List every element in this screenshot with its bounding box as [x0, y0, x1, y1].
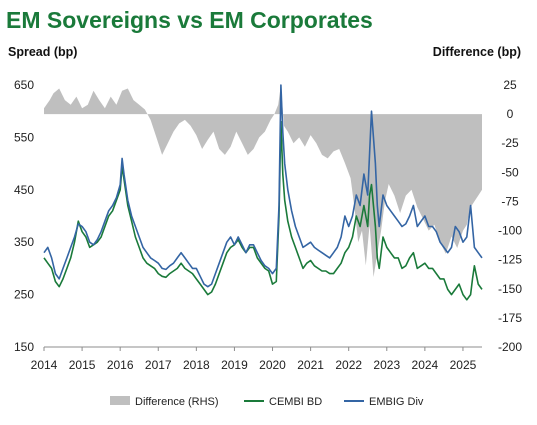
left-y-tick-label: 550 — [14, 130, 34, 144]
right-y-axis: -200 -175 -150 -125 -100 -75 -50 -25 0 25 — [498, 78, 522, 354]
series-embig-line — [43, 84, 483, 288]
right-axis-title: Difference (bp) — [433, 45, 521, 59]
right-y-tick-label: 0 — [507, 107, 514, 121]
left-y-tick-label: 150 — [14, 340, 34, 354]
right-y-tick-label: -25 — [501, 136, 519, 150]
legend: Difference (RHS) CEMBI BD EMBIG Div — [110, 396, 424, 408]
right-y-tick-label: -75 — [501, 194, 519, 208]
right-y-tick-label: 25 — [503, 78, 517, 92]
left-y-axis: 150 250 350 450 550 650 — [14, 78, 34, 354]
right-y-tick-label: -150 — [498, 282, 522, 296]
legend-label-difference: Difference (RHS) — [135, 396, 219, 408]
legend-label-embig: EMBIG Div — [369, 396, 424, 408]
x-tick-label: 2024 — [412, 358, 439, 372]
x-axis: 2014 2015 2016 2017 2018 2019 2020 2021 2022 2023… — [31, 347, 477, 372]
right-y-tick-label: -125 — [498, 253, 522, 267]
x-tick-label: 2019 — [221, 358, 248, 372]
left-y-tick-label: 650 — [14, 78, 34, 92]
x-tick-label: 2025 — [450, 358, 477, 372]
x-tick-label: 2014 — [31, 358, 58, 372]
right-y-tick-label: -50 — [501, 165, 519, 179]
legend-label-cembi: CEMBI BD — [269, 396, 322, 408]
x-tick-label: 2017 — [145, 358, 172, 372]
left-y-tick-label: 350 — [14, 235, 34, 249]
legend-swatch-difference — [110, 396, 130, 405]
x-tick-label: 2023 — [373, 358, 400, 372]
x-tick-label: 2018 — [183, 358, 210, 372]
series-difference-area — [44, 85, 482, 278]
left-axis-title: Spread (bp) — [8, 45, 77, 59]
right-y-tick-label: -175 — [498, 311, 522, 325]
chart-title: EM Sovereigns vs EM Corporates — [6, 7, 373, 33]
x-tick-label: 2016 — [107, 358, 134, 372]
x-tick-label: 2015 — [69, 358, 96, 372]
right-y-tick-label: -100 — [498, 224, 522, 238]
left-y-tick-label: 250 — [14, 288, 34, 302]
x-tick-label: 2021 — [297, 358, 324, 372]
right-y-tick-label: -200 — [498, 340, 522, 354]
plot-area — [43, 84, 483, 301]
x-tick-label: 2022 — [335, 358, 362, 372]
x-tick-label: 2020 — [259, 358, 286, 372]
left-y-tick-label: 450 — [14, 183, 34, 197]
